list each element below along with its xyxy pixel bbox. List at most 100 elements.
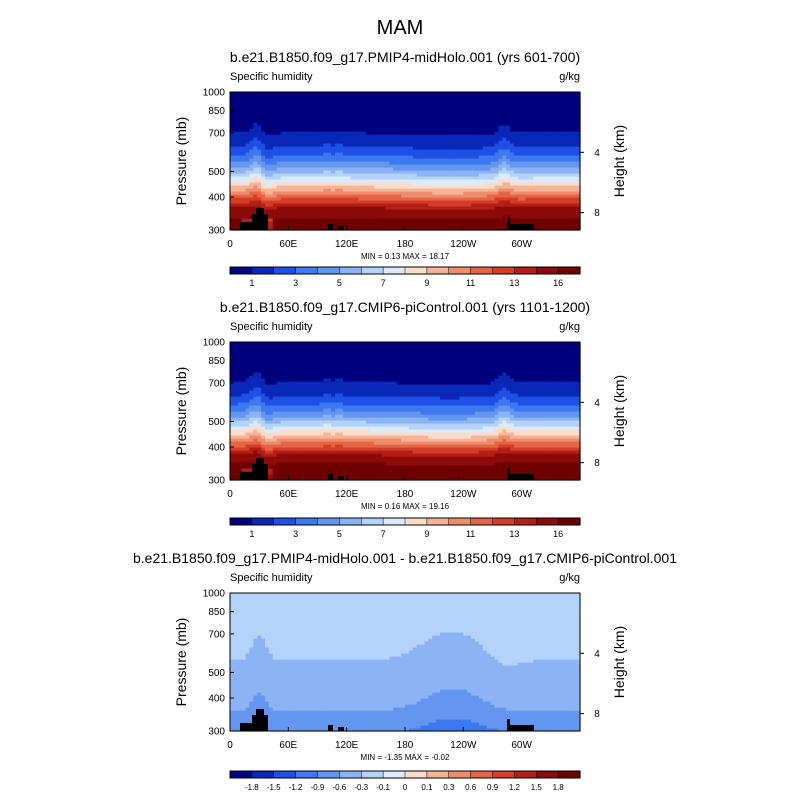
colorbar-box — [382, 517, 406, 526]
colorbar-label: 13 — [509, 529, 519, 539]
contour-field — [230, 342, 581, 481]
y-tick-label: 850 — [208, 106, 225, 117]
colorbar-label: 16 — [553, 278, 563, 288]
colorbar-label: 3 — [293, 529, 298, 539]
y2-tick-label: 4 — [594, 398, 600, 409]
colorbar-box — [273, 266, 297, 275]
y-tick-label: 400 — [208, 443, 225, 454]
colorbar-label: -0.9 — [311, 783, 325, 792]
y-tick-label: 500 — [208, 668, 225, 679]
left-label: Specific humidity — [230, 572, 313, 584]
colorbar-label: -1.2 — [289, 783, 303, 792]
colorbar-box — [492, 770, 515, 779]
x-tick-label: 0 — [227, 489, 233, 500]
x-tick-label: 120W — [450, 239, 477, 250]
colorbar-box — [404, 266, 428, 275]
panel-title: b.e21.B1850.f09_g17.PMIP4-midHolo.001 - … — [133, 550, 677, 566]
colorbar-box — [317, 266, 340, 275]
colorbar-label: 0.6 — [465, 783, 477, 792]
colorbar-box — [514, 266, 537, 275]
colorbar-box — [361, 266, 384, 275]
colorbar-label: 0.1 — [421, 783, 433, 792]
x-tick-label: 180 — [397, 740, 414, 751]
colorbar-label: 1.2 — [509, 783, 521, 792]
colorbar-box — [404, 770, 428, 779]
stats-label: MIN = 0.13 MAX = 18.17 — [361, 252, 450, 261]
y-tick-label: 1000 — [203, 589, 226, 600]
colorbar-label: 1.8 — [553, 783, 565, 792]
colorbar-box — [536, 770, 559, 779]
colorbar-box — [229, 770, 253, 779]
y-tick-label: 700 — [208, 128, 225, 139]
x-tick-label: 120E — [335, 239, 359, 250]
x-tick-label: 180 — [397, 489, 414, 500]
x-tick-label: 180 — [397, 239, 414, 250]
y-tick-label: 300 — [208, 727, 225, 738]
colorbar-box — [339, 266, 362, 275]
colorbar-label: 13 — [509, 278, 519, 288]
colorbar-box — [470, 770, 494, 779]
y-tick-label: 400 — [208, 694, 225, 705]
right-label: g/kg — [559, 572, 580, 584]
colorbar-label: 16 — [553, 529, 563, 539]
right-label: g/kg — [559, 71, 580, 83]
x-tick-label: 120E — [335, 489, 359, 500]
colorbar-box — [339, 517, 362, 526]
colorbar-box — [273, 517, 297, 526]
x-tick-label: 60W — [511, 489, 532, 500]
colorbar-label: 9 — [424, 529, 429, 539]
colorbar-box — [317, 770, 340, 779]
colorbar-label: 0 — [403, 783, 408, 792]
panel-title: b.e21.B1850.f09_g17.PMIP4-midHolo.001 (y… — [230, 49, 580, 65]
y-tick-label: 1000 — [203, 338, 226, 349]
x-tick-label: 60E — [279, 489, 297, 500]
panel-2: b.e21.B1850.f09_g17.CMIP6-piControl.001 … — [173, 299, 627, 539]
colorbar-box — [295, 517, 319, 526]
colorbar-label: 7 — [381, 529, 386, 539]
right-label: g/kg — [559, 321, 580, 333]
colorbar-box — [470, 266, 494, 275]
x-tick-label: 120W — [450, 489, 477, 500]
colorbar-box — [514, 517, 537, 526]
colorbar-label: 5 — [337, 529, 342, 539]
y-tick-label: 850 — [208, 607, 225, 618]
y-axis-label: Pressure (mb) — [173, 117, 189, 206]
colorbar-box — [295, 770, 319, 779]
colorbar-label: 7 — [381, 278, 386, 288]
y-tick-label: 500 — [208, 167, 225, 178]
colorbar-box — [514, 770, 537, 779]
colorbar-box — [448, 770, 472, 779]
y-tick-label: 700 — [208, 629, 225, 640]
colorbar-label: 0.9 — [487, 783, 499, 792]
colorbar-label: 3 — [293, 278, 298, 288]
contour-field — [230, 92, 581, 231]
colorbar-label: -0.1 — [376, 783, 390, 792]
left-label: Specific humidity — [230, 321, 313, 333]
x-tick-label: 120E — [335, 740, 359, 751]
colorbar: -1.8 -1.5 -1.2 -0.9 -0.6 -0.3 -0.1 0 0.1 0.3 0.6 0.… — [229, 770, 581, 792]
x-tick-label: 0 — [227, 740, 233, 751]
colorbar-label: -1.8 — [245, 783, 259, 792]
y-tick-label: 300 — [208, 476, 225, 487]
colorbar-box — [229, 266, 253, 275]
panel-3: b.e21.B1850.f09_g17.PMIP4-midHolo.001 - … — [133, 550, 677, 792]
y2-tick-label: 8 — [594, 709, 600, 720]
colorbar-box — [492, 517, 515, 526]
colorbar-box — [448, 266, 472, 275]
colorbar-box — [557, 770, 581, 779]
figure-title: MAM — [377, 17, 424, 39]
y-tick-label: 700 — [208, 378, 225, 389]
y-tick-label: 500 — [208, 417, 225, 428]
colorbar-box — [470, 517, 494, 526]
colorbar-label: 5 — [337, 278, 342, 288]
colorbar-box — [426, 266, 450, 275]
y-tick-label: 850 — [208, 356, 225, 367]
terrain-mask — [240, 458, 534, 480]
colorbar-label: -1.5 — [267, 783, 281, 792]
y-tick-label: 400 — [208, 193, 225, 204]
contour-field — [230, 593, 581, 732]
colorbar-box — [382, 266, 406, 275]
y-tick-label: 1000 — [203, 88, 226, 99]
y2-tick-label: 8 — [594, 458, 600, 469]
colorbar-label: 1 — [249, 529, 254, 539]
